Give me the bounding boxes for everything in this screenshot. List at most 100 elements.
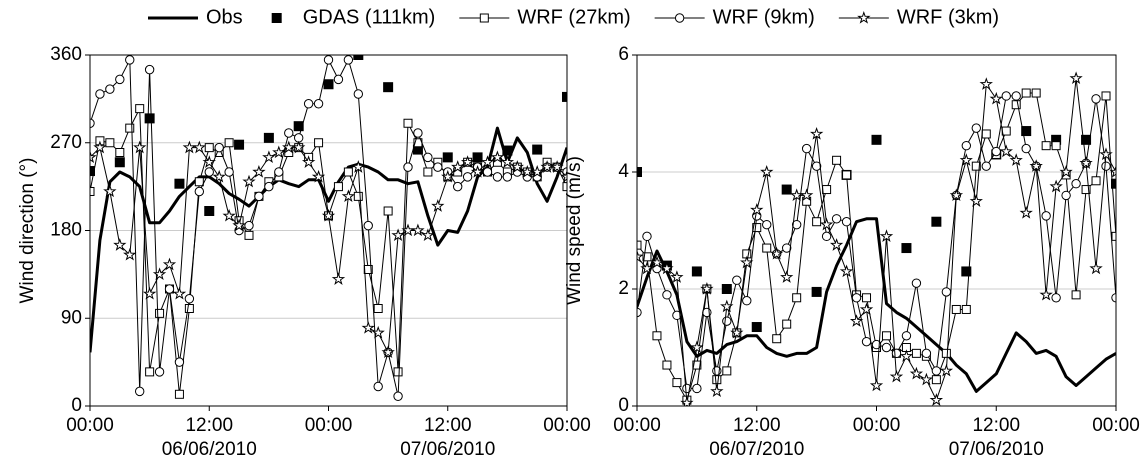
marker: [901, 331, 912, 341]
marker: [323, 79, 334, 90]
marker: [1039, 287, 1053, 301]
marker: [90, 187, 95, 196]
marker: [1029, 159, 1043, 172]
marker: [959, 153, 973, 166]
marker: [373, 304, 383, 313]
marker: [822, 185, 832, 195]
marker: [114, 157, 125, 168]
marker: [991, 146, 1001, 157]
marker: [931, 375, 941, 385]
marker: [1101, 91, 1111, 101]
marker: [502, 145, 513, 156]
marker: [801, 143, 812, 154]
marker: [1021, 126, 1032, 137]
marker: [971, 161, 981, 171]
marker: [842, 170, 852, 180]
marker: [90, 150, 97, 164]
marker: [961, 304, 971, 314]
x-tick-label: 00:00: [305, 415, 353, 436]
marker: [500, 155, 515, 168]
marker: [1069, 71, 1083, 85]
marker: [462, 172, 473, 182]
marker: [482, 167, 493, 177]
marker: [742, 296, 752, 306]
y-tick-label: 180: [50, 220, 82, 241]
marker: [371, 325, 385, 339]
marker: [333, 182, 343, 192]
marker: [1059, 164, 1073, 178]
marker: [152, 267, 167, 281]
marker: [123, 247, 137, 261]
marker: [751, 322, 762, 333]
marker: [560, 169, 567, 183]
marker: [1051, 141, 1061, 151]
marker: [303, 99, 314, 109]
marker: [490, 150, 505, 164]
marker: [979, 77, 993, 90]
marker: [690, 340, 704, 354]
marker: [133, 140, 147, 154]
marker: [881, 331, 891, 341]
series-line: [90, 59, 567, 397]
marker: [125, 123, 135, 133]
x-tick-label: 00:00: [66, 415, 114, 436]
marker: [1019, 205, 1033, 219]
marker: [204, 167, 214, 177]
marker: [672, 310, 682, 321]
marker: [811, 286, 822, 297]
marker: [851, 293, 862, 303]
marker: [642, 252, 652, 262]
marker: [909, 366, 924, 380]
marker: [650, 255, 664, 269]
marker: [869, 378, 884, 392]
series-line: [90, 126, 567, 353]
marker: [692, 360, 702, 370]
marker: [105, 138, 115, 148]
marker: [423, 152, 433, 163]
marker: [1041, 141, 1051, 151]
marker: [1031, 88, 1041, 98]
marker: [442, 152, 453, 163]
marker: [373, 381, 383, 392]
marker: [799, 188, 814, 202]
marker: [637, 240, 642, 250]
marker: [899, 349, 914, 362]
marker: [712, 375, 722, 385]
marker: [550, 160, 564, 173]
marker: [1071, 179, 1081, 189]
marker: [1101, 161, 1111, 171]
marker: [929, 393, 944, 406]
marker: [144, 113, 155, 124]
marker: [145, 367, 155, 377]
marker: [530, 164, 544, 178]
series-line: [637, 77, 1116, 404]
plot-area: [637, 71, 1116, 406]
marker: [470, 164, 485, 178]
marker: [135, 104, 145, 114]
marker: [730, 325, 744, 339]
marker: [162, 257, 177, 271]
legend-marker: [271, 13, 282, 23]
marker: [391, 228, 405, 242]
marker: [642, 231, 652, 242]
marker: [381, 345, 395, 359]
legend-label: WRF (27km): [517, 6, 630, 28]
marker: [770, 246, 784, 260]
marker: [212, 169, 226, 183]
marker: [911, 348, 921, 358]
marker: [421, 228, 435, 242]
x-date-label: 07/06/2010: [949, 439, 1044, 460]
marker: [174, 389, 184, 399]
marker: [969, 194, 983, 207]
legend-marker: [479, 13, 489, 23]
marker: [134, 386, 145, 397]
marker: [331, 272, 346, 285]
marker: [931, 216, 942, 227]
marker: [881, 342, 892, 353]
marker: [1001, 126, 1011, 136]
marker: [989, 91, 1003, 105]
marker: [1111, 178, 1116, 189]
marker: [691, 266, 702, 277]
marker: [224, 167, 234, 177]
marker: [821, 231, 832, 242]
